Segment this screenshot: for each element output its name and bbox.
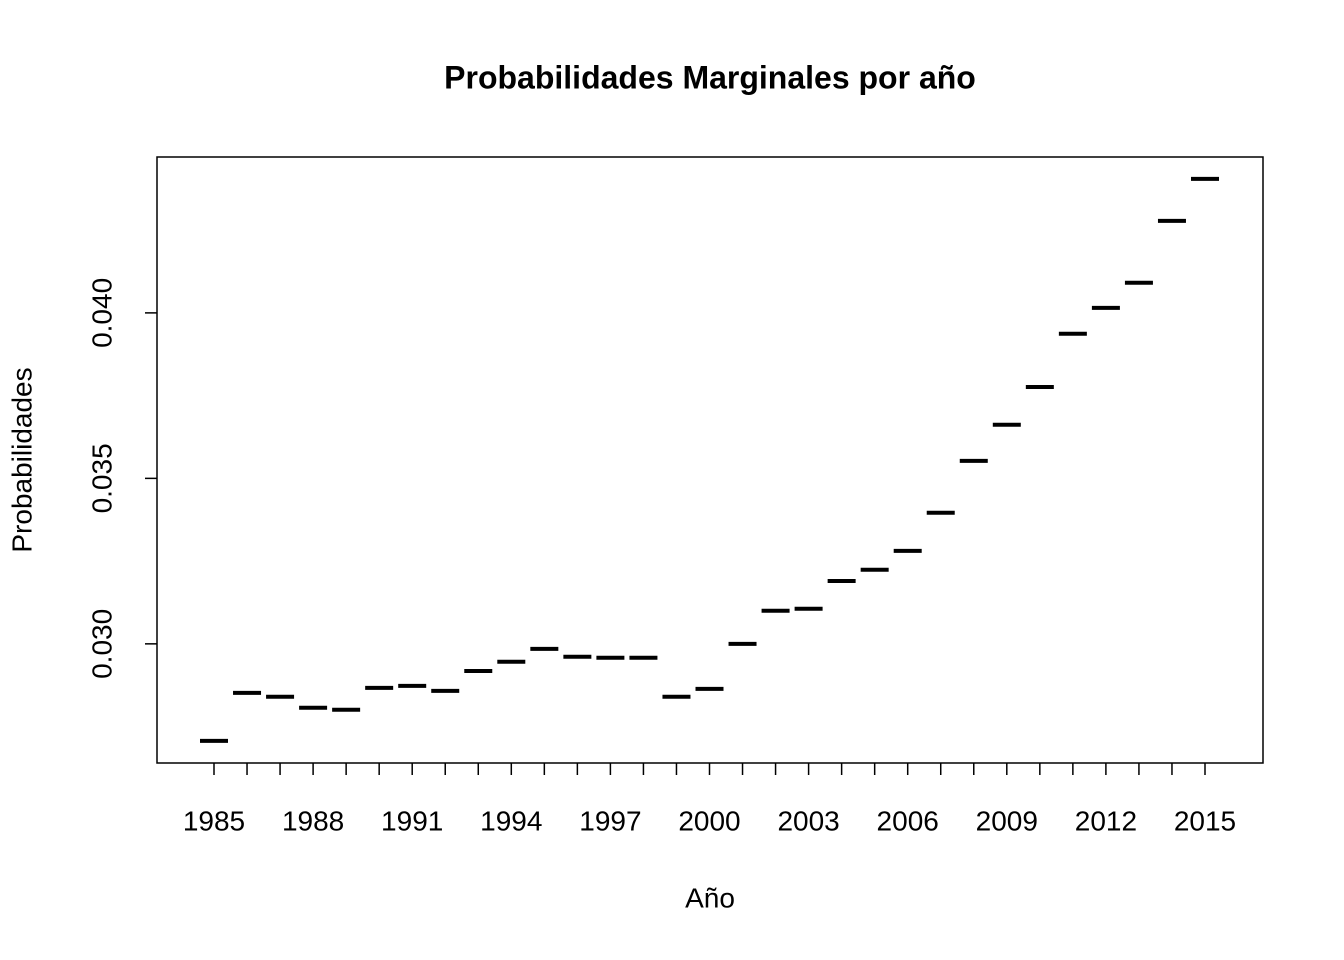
y-tick-label: 0.035 xyxy=(86,443,117,513)
x-tick-label: 1988 xyxy=(282,805,344,836)
x-tick-label: 2015 xyxy=(1174,805,1236,836)
x-tick-label: 2012 xyxy=(1075,805,1137,836)
x-tick-label: 1985 xyxy=(183,805,245,836)
chart-title: Probabilidades Marginales por año xyxy=(444,59,976,95)
y-tick-label: 0.030 xyxy=(86,609,117,679)
x-tick-label: 2006 xyxy=(877,805,939,836)
x-tick-label: 2000 xyxy=(678,805,740,836)
x-tick-label: 2009 xyxy=(976,805,1038,836)
plot-frame xyxy=(156,156,1264,764)
y-tick-label: 0.040 xyxy=(86,278,117,348)
x-axis-label: Año xyxy=(685,882,735,913)
x-tick-label: 1997 xyxy=(579,805,641,836)
y-axis-label: Probabilidades xyxy=(6,367,37,552)
x-tick-label: 2003 xyxy=(777,805,839,836)
x-tick-label: 1994 xyxy=(480,805,542,836)
x-tick-label: 1991 xyxy=(381,805,443,836)
